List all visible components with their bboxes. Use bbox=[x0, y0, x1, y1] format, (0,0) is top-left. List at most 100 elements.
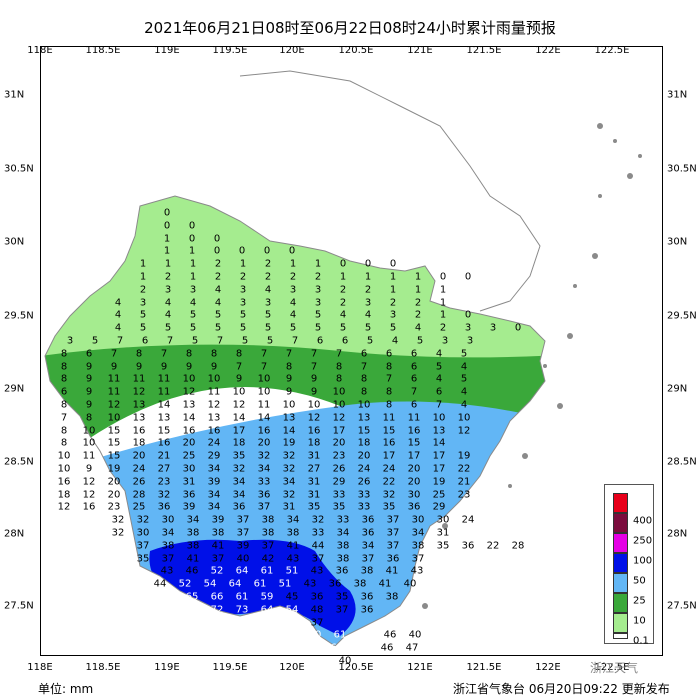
rainfall-value: 0 bbox=[163, 220, 171, 232]
rainfall-value: 0 bbox=[263, 245, 271, 257]
y-tick-label: 29N bbox=[667, 383, 688, 395]
x-tick-label: 120.5E bbox=[338, 45, 374, 56]
rainfall-value: 4 bbox=[264, 284, 272, 296]
rainfall-value: 34 bbox=[361, 540, 375, 552]
rainfall-value: 40 bbox=[338, 655, 352, 667]
rainfall-value: 5 bbox=[189, 322, 197, 334]
rainfall-value: 2 bbox=[439, 322, 447, 334]
x-tick-label: 119E bbox=[154, 662, 180, 673]
rainfall-value: 17 bbox=[432, 463, 446, 475]
rainfall-value: 31 bbox=[436, 527, 450, 539]
rainfall-value: 5 bbox=[289, 322, 297, 334]
rainfall-value: 5 bbox=[366, 335, 374, 347]
rainfall-value: 34 bbox=[286, 514, 300, 526]
rainfall-value: 32 bbox=[382, 489, 396, 501]
rainfall-value: 5 bbox=[435, 361, 443, 373]
rainfall-value: 17 bbox=[407, 450, 421, 462]
rainfall-value: 20 bbox=[332, 437, 346, 449]
rainfall-value: 8 bbox=[235, 348, 243, 360]
rainfall-value: 6 bbox=[410, 399, 418, 411]
rainfall-value: 15 bbox=[382, 425, 396, 437]
rainfall-value: 33 bbox=[257, 476, 271, 488]
rainfall-value: 19 bbox=[107, 463, 121, 475]
rainfall-value: 1 bbox=[439, 309, 447, 321]
rainfall-value: 16 bbox=[182, 425, 196, 437]
rainfall-value: 24 bbox=[132, 463, 146, 475]
legend-swatch bbox=[613, 553, 628, 573]
rainfall-value: 30 bbox=[161, 514, 175, 526]
province-border bbox=[44, 195, 546, 647]
x-tick-label: 119.5E bbox=[212, 662, 248, 673]
rainfall-value: 6 bbox=[410, 348, 418, 360]
rainfall-value: 5 bbox=[241, 335, 249, 347]
rainfall-value: 11 bbox=[157, 373, 171, 385]
rainfall-value: 31 bbox=[307, 476, 321, 488]
legend: 400 250 100 50 25 10 0.1 bbox=[604, 484, 654, 647]
rainfall-value: 1 bbox=[163, 245, 171, 257]
rainfall-value: 54 bbox=[160, 591, 174, 603]
rainfall-value: 7 bbox=[360, 361, 368, 373]
rainfall-value: 1 bbox=[439, 297, 447, 309]
x-tick-label: 120E bbox=[279, 662, 305, 673]
rainfall-value: 6 bbox=[85, 348, 93, 360]
rainfall-value: 61 bbox=[253, 578, 267, 590]
rainfall-value: 16 bbox=[257, 425, 271, 437]
rainfall-value: 7 bbox=[110, 348, 118, 360]
rainfall-value: 2 bbox=[264, 271, 272, 283]
rainfall-value: 5 bbox=[314, 309, 322, 321]
rainfall-value: 36 bbox=[461, 540, 475, 552]
rainfall-value: 60 bbox=[330, 642, 344, 654]
rainfall-value: 12 bbox=[332, 412, 346, 424]
rainfall-value: 12 bbox=[107, 399, 121, 411]
rainfall-value: 3 bbox=[289, 284, 297, 296]
rainfall-value: 10 bbox=[257, 386, 271, 398]
rainfall-value: 10 bbox=[182, 373, 196, 385]
rainfall-value: 13 bbox=[282, 412, 296, 424]
rainfall-value: 48 bbox=[310, 604, 324, 616]
y-tick-label: 30N bbox=[667, 236, 688, 248]
rainfall-value: 37 bbox=[386, 514, 400, 526]
rainfall-value: 3 bbox=[464, 322, 472, 334]
rainfall-value: 36 bbox=[257, 489, 271, 501]
rainfall-value: 7 bbox=[60, 412, 68, 424]
rainfall-value: 10 bbox=[82, 437, 96, 449]
rainfall-value: 66 bbox=[210, 591, 224, 603]
rainfall-value: 39 bbox=[182, 501, 196, 513]
rainfall-value: 1 bbox=[339, 271, 347, 283]
forecast-map bbox=[44, 70, 642, 647]
rainfall-value: 10 bbox=[107, 412, 121, 424]
rainfall-value: 59 bbox=[260, 591, 274, 603]
legend-swatch-none bbox=[613, 633, 628, 639]
rainfall-value: 13 bbox=[157, 412, 171, 424]
rainfall-value: 32 bbox=[282, 450, 296, 462]
rainfall-value: 20 bbox=[132, 450, 146, 462]
rainfall-value: 37 bbox=[335, 604, 349, 616]
rainfall-value: 3 bbox=[264, 297, 272, 309]
legend-swatch bbox=[613, 533, 628, 553]
rainfall-value: 2 bbox=[264, 258, 272, 270]
legend-label: 250 bbox=[633, 535, 653, 547]
rainfall-value: 10 bbox=[232, 386, 246, 398]
rainfall-value: 8 bbox=[385, 361, 393, 373]
rainfall-value: 20 bbox=[107, 476, 121, 488]
x-tick-label: 118E bbox=[27, 662, 53, 673]
rainfall-value: 15 bbox=[407, 437, 421, 449]
rainfall-value: 24 bbox=[207, 437, 221, 449]
rainfall-value: 1 bbox=[188, 245, 196, 257]
rainfall-value: 41 bbox=[378, 578, 392, 590]
rainfall-value: 12 bbox=[82, 489, 96, 501]
x-tick-label: 122E bbox=[535, 45, 561, 56]
rainfall-value: 24 bbox=[382, 463, 396, 475]
rainfall-value: 61 bbox=[355, 642, 369, 654]
rainfall-value: 12 bbox=[232, 399, 246, 411]
rainfall-value: 1 bbox=[389, 271, 397, 283]
rainfall-value: 40 bbox=[236, 553, 250, 565]
rainfall-value: 33 bbox=[311, 527, 325, 539]
rainfall-value: 36 bbox=[361, 514, 375, 526]
rainfall-value: 12 bbox=[182, 386, 196, 398]
rainfall-value: 3 bbox=[314, 284, 322, 296]
rainfall-value: 7 bbox=[235, 361, 243, 373]
x-tick-label: 119E bbox=[154, 45, 180, 56]
rainfall-value: 4 bbox=[435, 373, 443, 385]
rainfall-value: 34 bbox=[232, 489, 246, 501]
